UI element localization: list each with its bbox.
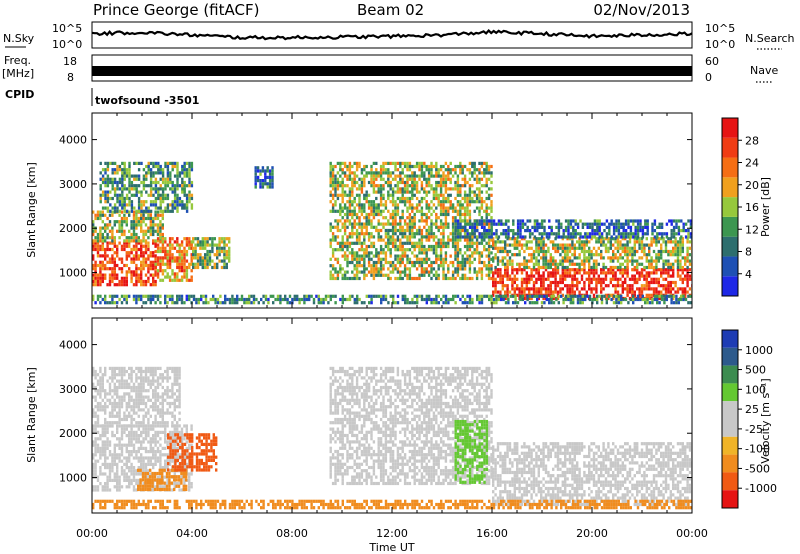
power-colorbar-tick: 28	[745, 134, 759, 147]
power-region-0	[92, 241, 157, 287]
time-tick-label: 20:00	[576, 527, 608, 540]
time-tick-label: 00:00	[76, 527, 108, 540]
freq-tick-bottom: 8	[67, 71, 74, 84]
range-tick-label: 2000	[59, 427, 87, 440]
freq-label-2: [MHz]	[2, 67, 34, 80]
date-title: 02/Nov/2013	[593, 1, 690, 19]
velocity-colorbar-tick: 1000	[745, 344, 773, 357]
range-tick-label: 4000	[59, 134, 87, 147]
power-data	[92, 161, 692, 305]
cpid-strip: CPID twofsound -3501	[5, 88, 199, 107]
power-region-10	[92, 294, 692, 305]
power-colorbar-tick: 8	[745, 246, 752, 259]
nsky-tick-bottom: 10^0	[52, 38, 82, 51]
power-region-8	[492, 237, 692, 270]
nave-tick-bottom: 0	[705, 71, 712, 84]
cpid-label: CPID	[5, 88, 34, 101]
velocity-colorbar-tick: 500	[745, 364, 766, 377]
power-region-4	[192, 237, 231, 270]
velocity-colorbar-tick: -500	[745, 462, 770, 475]
velocity-colorbar-tick: 25	[745, 403, 759, 416]
range-tick-label: 3000	[59, 178, 87, 191]
power-colorbar-tick: 16	[745, 201, 759, 214]
velocity-colorbar: 1000 500 100 25 -25 -100 -500 -1000 Velocity [m…	[721, 329, 777, 509]
nsearch-tick-bottom: 10^0	[705, 38, 735, 51]
nsearch-tick-top: 10^5	[705, 22, 735, 35]
power-region-1	[92, 210, 164, 243]
cpid-value: twofsound -3501	[95, 94, 199, 107]
time-tick-label: 00:00	[676, 527, 708, 540]
freq-label-1: Freq.	[4, 54, 31, 67]
nsearch-label: N.Search	[745, 32, 795, 45]
velocity-ylabel: Slant Range [km]	[25, 367, 38, 463]
velocity-colorbar-tick: 100	[745, 383, 766, 396]
power-region-5	[254, 166, 274, 189]
nsky-tick-top: 10^5	[52, 22, 82, 35]
range-tick-label: 3000	[59, 383, 87, 396]
time-tick-label: 16:00	[476, 527, 508, 540]
x-tick-labels: 00:00 04:00 08:00 12:00 16:00 20:00 00:00	[76, 527, 708, 540]
nave-label: Nave	[750, 64, 778, 77]
power-colorbar: 4 8 12 16 20 24 28 Power [dB]	[721, 117, 772, 297]
power-region-9	[454, 219, 692, 239]
power-ylabel: Slant Range [km]	[25, 162, 38, 258]
range-tick-label: 4000	[59, 339, 87, 352]
range-tick-label: 1000	[59, 472, 87, 485]
power-region-3	[154, 237, 193, 282]
time-tick-label: 04:00	[176, 527, 208, 540]
freq-band	[92, 66, 692, 76]
x-axis-label: Time UT	[368, 541, 414, 554]
power-colorbar-tick: 24	[745, 157, 759, 170]
nsky-label: N.Sky	[3, 32, 35, 45]
freq-strip: Freq. [MHz] 18 8 60 0 Nave	[2, 54, 778, 84]
beam-title: Beam 02	[357, 1, 424, 19]
velocity-region-2	[167, 433, 218, 472]
velocity-colorbar-tick: -1000	[745, 482, 777, 495]
power-region-6	[329, 161, 493, 281]
velocity-region-6	[492, 442, 692, 507]
time-tick-label: 12:00	[376, 527, 408, 540]
velocity-region-7	[92, 499, 692, 510]
time-tick-label: 08:00	[276, 527, 308, 540]
range-tick-label: 1000	[59, 267, 87, 280]
velocity-data	[92, 366, 692, 510]
velocity-region-3	[92, 366, 181, 428]
velocity-colorbar-label: Velocity [m s⁻¹]	[759, 378, 772, 463]
velocity-region-5	[454, 419, 489, 484]
power-colorbar-tick: 12	[745, 223, 759, 236]
range-tick-label: 2000	[59, 222, 87, 235]
nsky-strip: N.Sky 10^5 10^0 10^5 10^0 N.Search	[3, 21, 795, 51]
power-region-2	[99, 161, 194, 213]
power-colorbar-label: Power [dB]	[759, 177, 772, 237]
velocity-colorbar-tick: -100	[745, 443, 770, 456]
nsky-line	[91, 29, 693, 41]
power-colorbar-tick: 4	[745, 268, 752, 281]
velocity-colorbar-tick: -25	[745, 423, 763, 436]
freq-tick-top: 18	[63, 55, 77, 68]
nave-tick-top: 60	[705, 55, 719, 68]
power-colorbar-tick: 20	[745, 179, 759, 192]
velocity-panel: 1000 2000 3000 4000 Slant Range [km]	[25, 317, 693, 514]
power-panel: 1000 2000 3000 4000 Slant Range [km]	[25, 112, 693, 309]
station-title: Prince George (fitACF)	[93, 1, 259, 19]
